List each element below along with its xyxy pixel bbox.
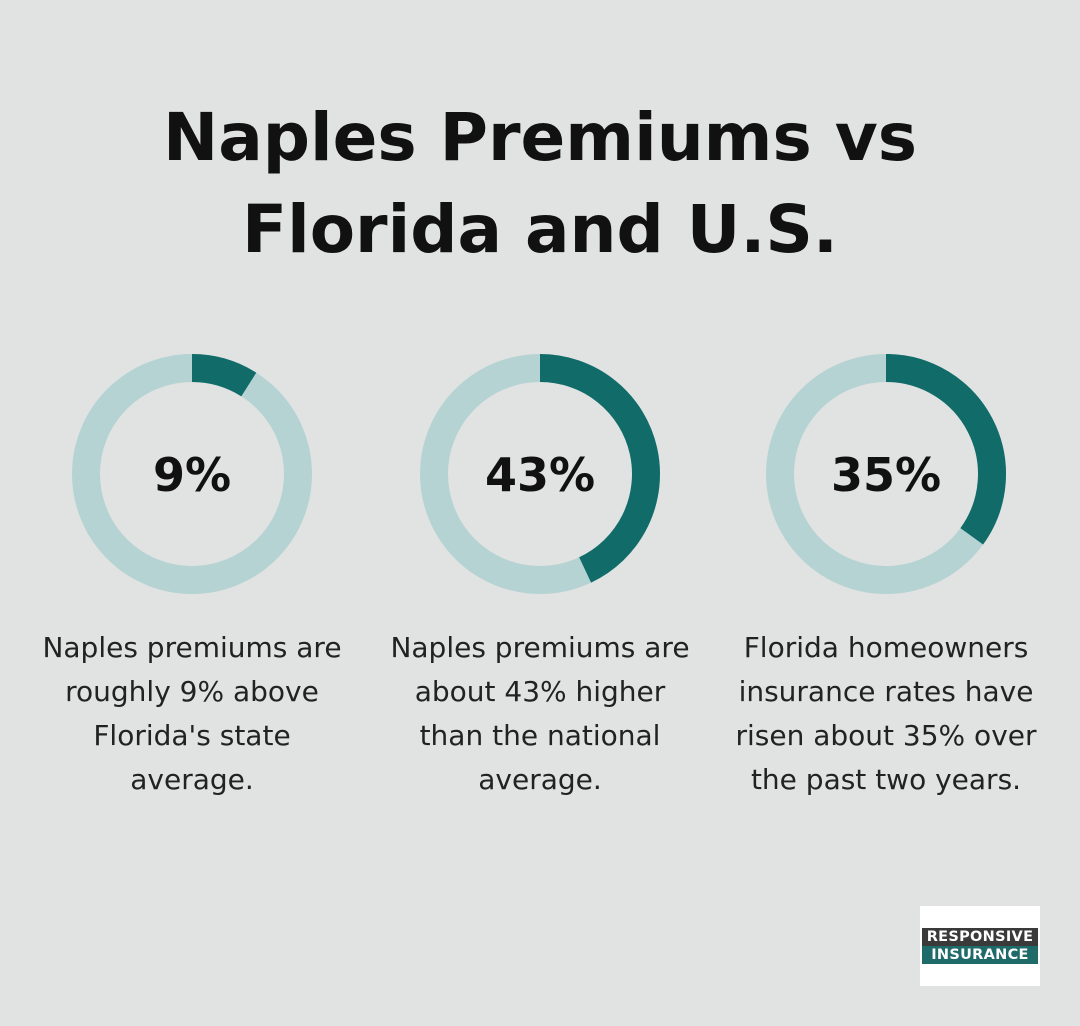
logo-line: INSURANCE <box>922 946 1038 964</box>
donut-arc <box>191 354 257 397</box>
donut-arc <box>885 354 1006 545</box>
caption: Florida homeowners insurance rates have … <box>735 631 1037 796</box>
caption: Naples premiums are roughly 9% above Flo… <box>42 631 342 796</box>
logo: RESPONSIVE INSURANCE <box>920 906 1040 986</box>
donut-arc <box>539 354 660 583</box>
caption: Naples premiums are about 43% higher tha… <box>390 631 690 796</box>
value-label: 9% <box>153 448 231 502</box>
title: Naples Premiums vs Florida and U.S. <box>162 99 918 268</box>
logo-line: RESPONSIVE <box>922 928 1038 946</box>
value-label: 35% <box>831 448 941 502</box>
value-label: 43% <box>485 448 595 502</box>
